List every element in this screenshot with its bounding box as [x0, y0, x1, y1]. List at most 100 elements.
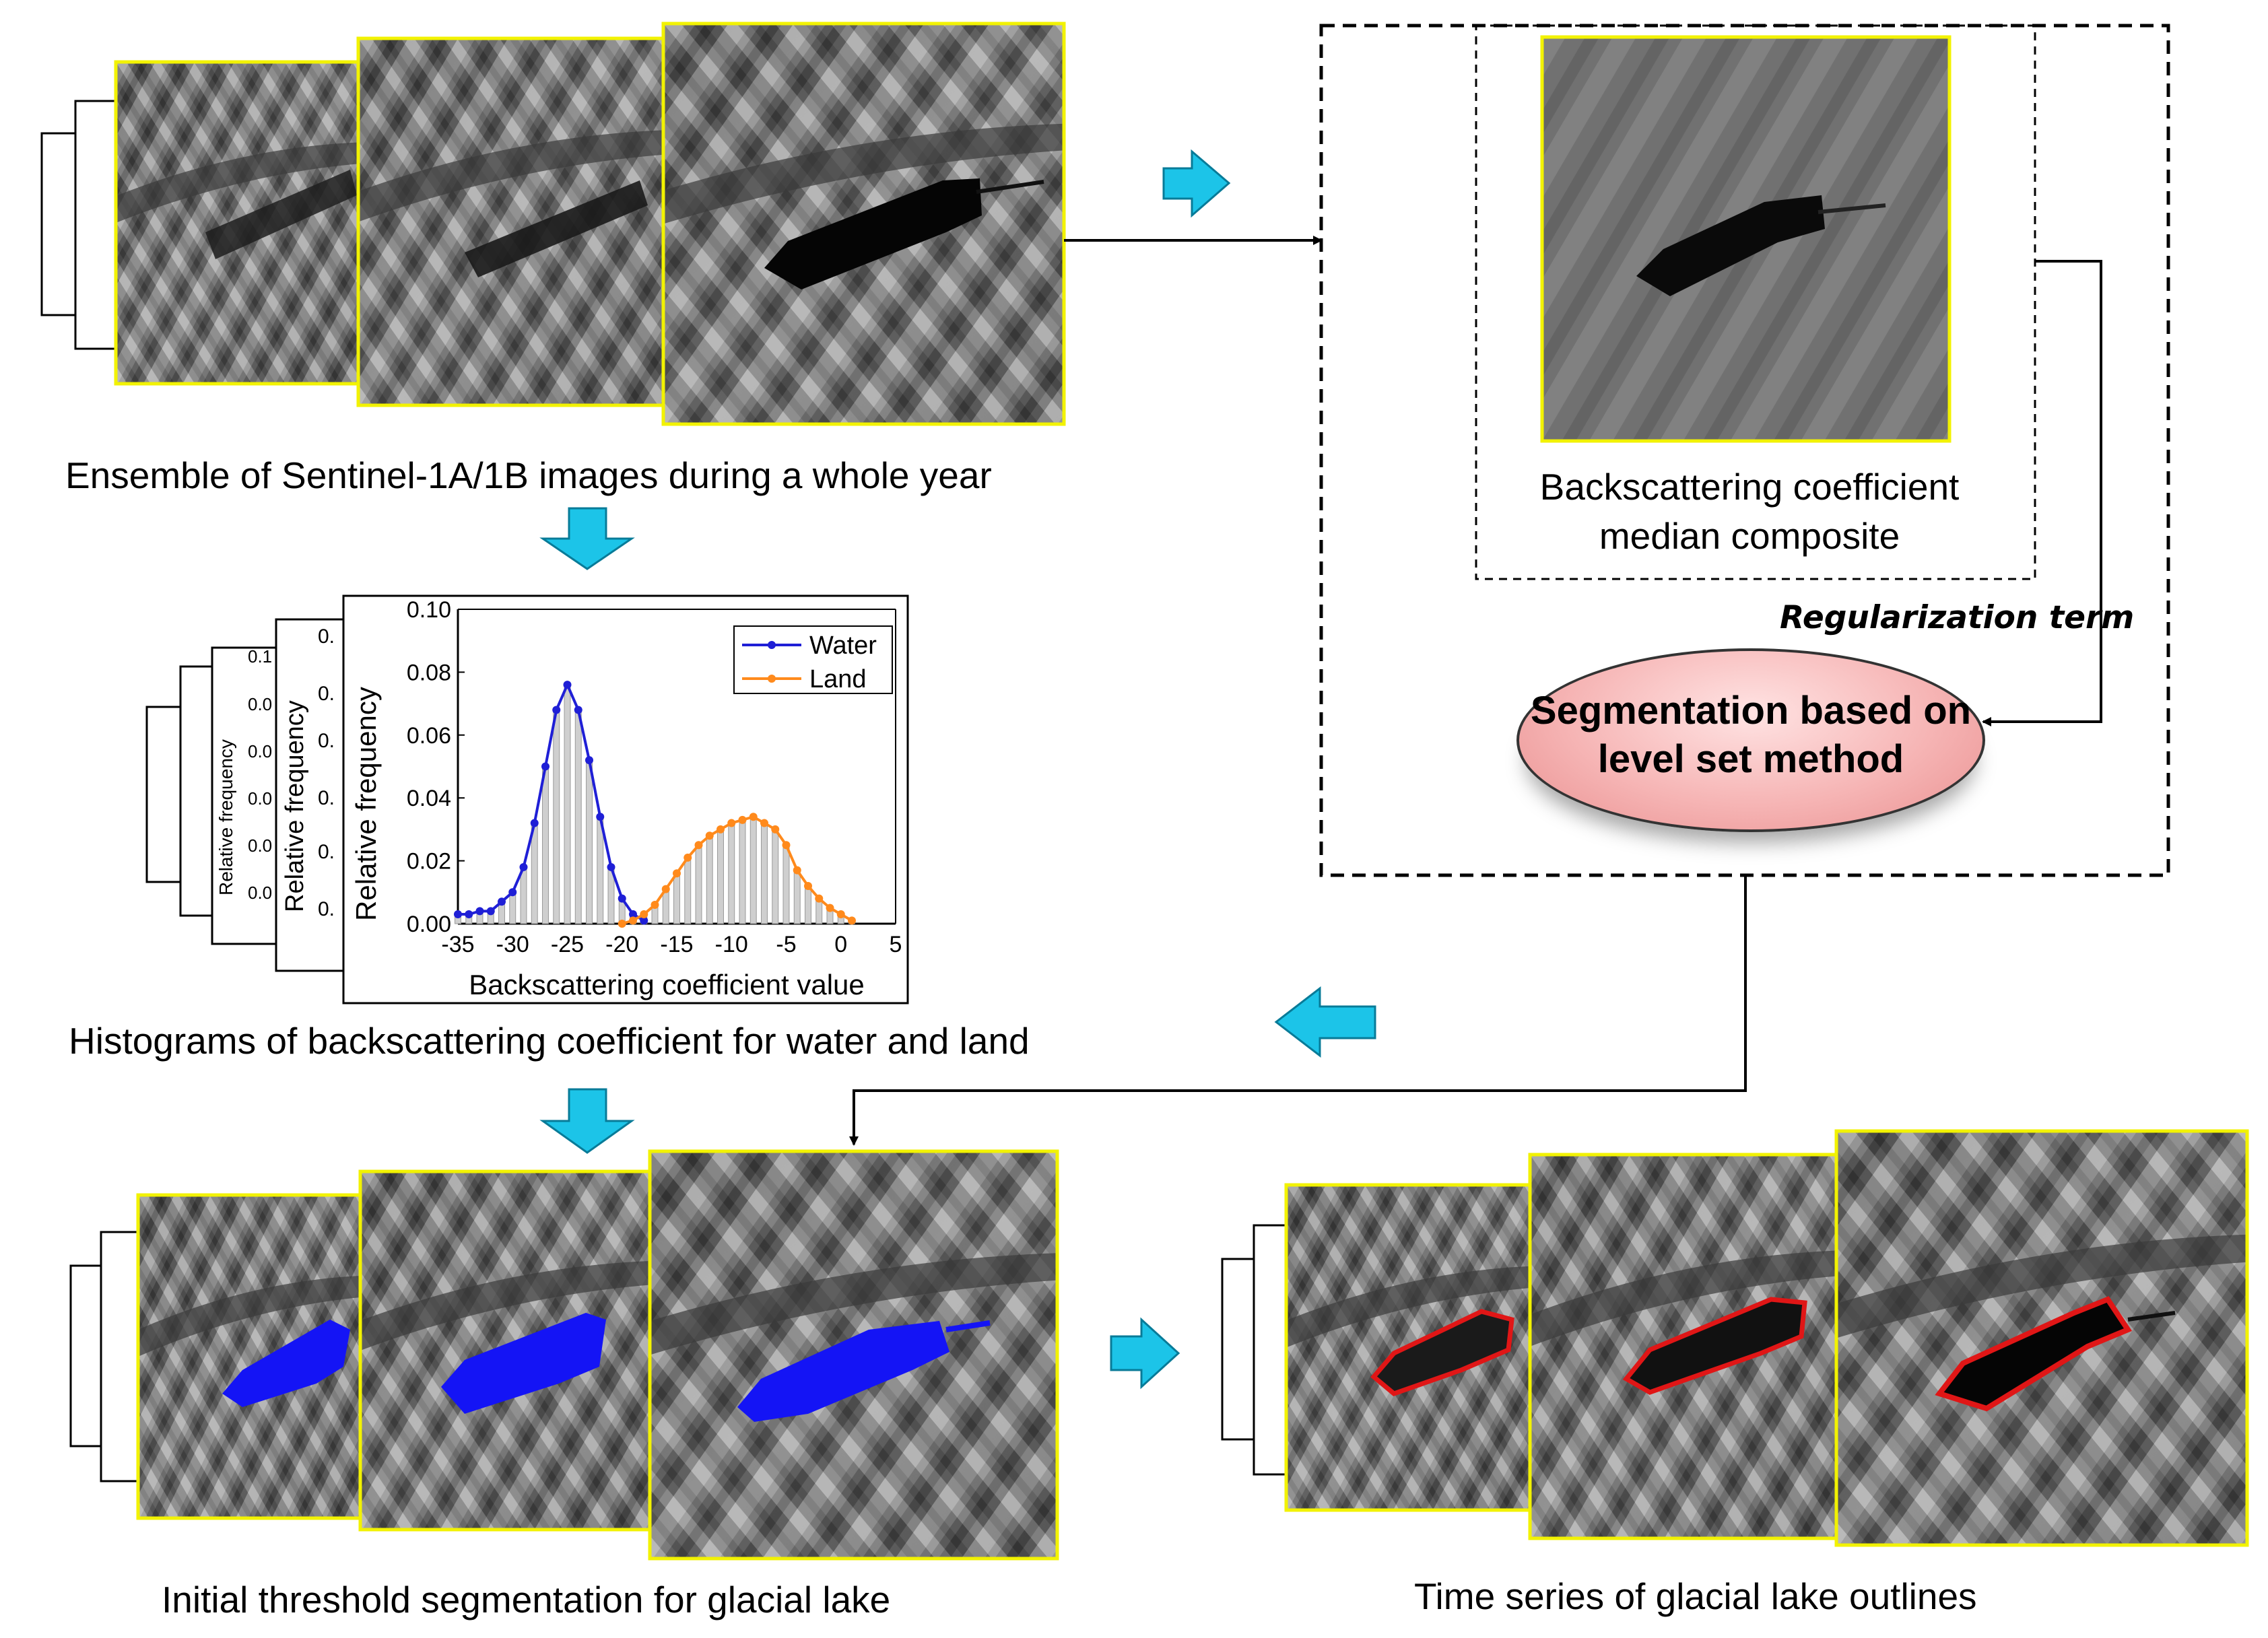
- segmentation-ellipse: [1516, 648, 1985, 832]
- data-point-water: [596, 813, 605, 821]
- chart-xlabel: Backscattering coefficient value: [469, 969, 865, 1000]
- histogram-bar: [586, 759, 593, 924]
- data-point-water: [454, 910, 462, 918]
- y-tick-label: 0.04: [407, 786, 451, 811]
- y-tick-label: 0.00: [407, 912, 451, 937]
- histogram-bar: [772, 829, 779, 924]
- data-point-land: [738, 815, 747, 824]
- legend-marker-land: [768, 675, 776, 683]
- data-point-land: [683, 853, 692, 862]
- data-point-land: [673, 869, 681, 878]
- legend-label-water: Water: [809, 632, 877, 660]
- back-panel-tick: 0.0: [248, 835, 272, 856]
- connector-to-initial: [849, 875, 1747, 1146]
- data-point-land: [629, 916, 637, 925]
- svg-text:0.: 0.: [318, 625, 335, 648]
- histogram-bar: [684, 857, 692, 924]
- back-panel-tick: 0.0: [248, 694, 272, 714]
- x-tick-label: -25: [551, 932, 584, 957]
- back-panel-tick: 0.0: [248, 883, 272, 903]
- cyan-arrow-right-icon: [1162, 149, 1231, 218]
- data-point-water: [585, 756, 593, 765]
- histogram-bar: [574, 709, 582, 924]
- histogram-bar: [761, 823, 768, 924]
- outline-image-1: [1284, 1183, 1532, 1512]
- histogram-bar: [805, 885, 811, 924]
- histogram-bar: [749, 816, 757, 924]
- outline-image-2: [1528, 1153, 1838, 1540]
- data-point-land: [771, 825, 780, 833]
- y-tick-label: 0.10: [407, 597, 451, 623]
- data-point-water: [541, 762, 549, 771]
- legend-marker-water: [768, 641, 776, 649]
- data-point-land: [618, 920, 626, 928]
- data-point-land: [760, 819, 768, 827]
- caption-initial: Initial threshold segmentation for glaci…: [162, 1579, 890, 1620]
- svg-text:0.: 0.: [318, 787, 335, 809]
- x-tick-label: 5: [890, 932, 902, 957]
- histogram-bar: [509, 891, 516, 924]
- histogram-bar: [564, 684, 571, 924]
- chart-legend: [733, 625, 893, 694]
- data-point-land: [749, 813, 758, 821]
- data-point-land: [836, 910, 845, 918]
- x-tick-label: -35: [441, 932, 474, 957]
- median-composite-image: [1540, 35, 1952, 443]
- svg-text:0.: 0.: [318, 730, 335, 752]
- sentinel-image-stack: [40, 22, 1066, 426]
- threshold-image-1: [136, 1193, 362, 1520]
- sar-image-2: [356, 36, 667, 407]
- data-point-water: [475, 907, 484, 916]
- x-tick-label: -5: [776, 932, 796, 957]
- initial-segmentation-stack: [69, 1149, 1059, 1561]
- threshold-image-2: [358, 1169, 652, 1532]
- histogram-bar: [793, 870, 801, 924]
- back-panel-ylabel: Relative frequency: [281, 700, 309, 912]
- sar-image-3: [661, 22, 1066, 426]
- histogram-bar: [673, 873, 680, 924]
- data-point-water: [574, 706, 582, 714]
- x-tick-label: -10: [715, 932, 748, 957]
- svg-text:0.: 0.: [318, 683, 335, 705]
- data-point-land: [826, 903, 834, 912]
- data-point-water: [563, 681, 572, 689]
- x-tick-label: -20: [605, 932, 638, 957]
- histogram-bar: [728, 823, 735, 924]
- caption-median-line2: median composite: [1599, 515, 1900, 557]
- segmentation-label: Segmentation based on level set method: [1530, 689, 1972, 781]
- cyan-arrow-right-icon: [1110, 1317, 1180, 1390]
- stack-bracket-inner: [74, 100, 116, 350]
- histogram-bar: [782, 844, 790, 924]
- histogram-stack: 0.1 0.0 0.0 0.0 0.0 0.0 Relative frequen…: [145, 594, 909, 1004]
- histogram-bar: [739, 819, 746, 924]
- y-tick-label: 0.02: [407, 849, 451, 875]
- sar-image-1: [114, 60, 360, 386]
- threshold-image-3: [648, 1149, 1059, 1561]
- histogram-bar: [531, 823, 538, 924]
- regularization-connector: [1982, 260, 2102, 726]
- cyan-arrow-down-icon: [539, 507, 635, 570]
- data-point-water: [640, 916, 648, 925]
- data-point-water: [618, 894, 626, 903]
- median-composite-box: [1475, 24, 2036, 580]
- histogram-bar: [717, 829, 724, 924]
- data-point-water: [629, 910, 637, 918]
- data-point-water: [607, 862, 615, 871]
- x-tick-label: -30: [496, 932, 529, 957]
- histogram-bar: [520, 866, 527, 924]
- data-point-water: [552, 706, 561, 714]
- series-line-land: [622, 815, 853, 925]
- data-point-water: [519, 862, 528, 871]
- outline-image-3: [1834, 1129, 2249, 1547]
- data-point-land: [782, 841, 791, 850]
- svg-text:0.: 0.: [318, 898, 335, 920]
- legend-label-land: Land: [809, 665, 867, 693]
- histogram-bar: [553, 709, 560, 924]
- histogram-back-panel-2: [275, 618, 345, 972]
- data-point-land: [848, 916, 856, 925]
- data-point-water: [465, 910, 473, 918]
- caption-ensemble: Ensemble of Sentinel-1A/1B images during…: [65, 454, 992, 496]
- caption-median-line1: Backscattering coefficient: [1540, 466, 1960, 508]
- data-point-water: [508, 888, 517, 897]
